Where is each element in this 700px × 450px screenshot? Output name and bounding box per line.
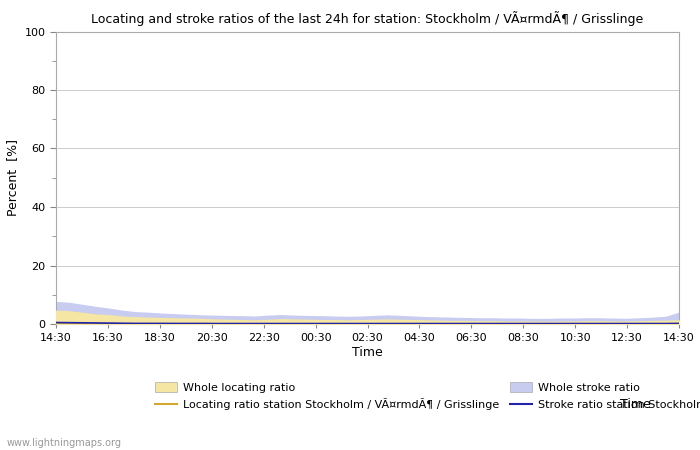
Y-axis label: Percent  [%]: Percent [%] (6, 139, 19, 216)
Text: www.lightningmaps.org: www.lightningmaps.org (7, 438, 122, 448)
X-axis label: Time: Time (352, 346, 383, 359)
Text: Time: Time (620, 398, 651, 411)
Title: Locating and stroke ratios of the last 24h for station: Stockholm / VÃ¤rmdÃ¶ / G: Locating and stroke ratios of the last 2… (92, 11, 643, 26)
Legend: Whole locating ratio, Locating ratio station Stockholm / VÃ¤rmdÃ¶ / Grisslinge, : Whole locating ratio, Locating ratio sta… (155, 382, 700, 410)
